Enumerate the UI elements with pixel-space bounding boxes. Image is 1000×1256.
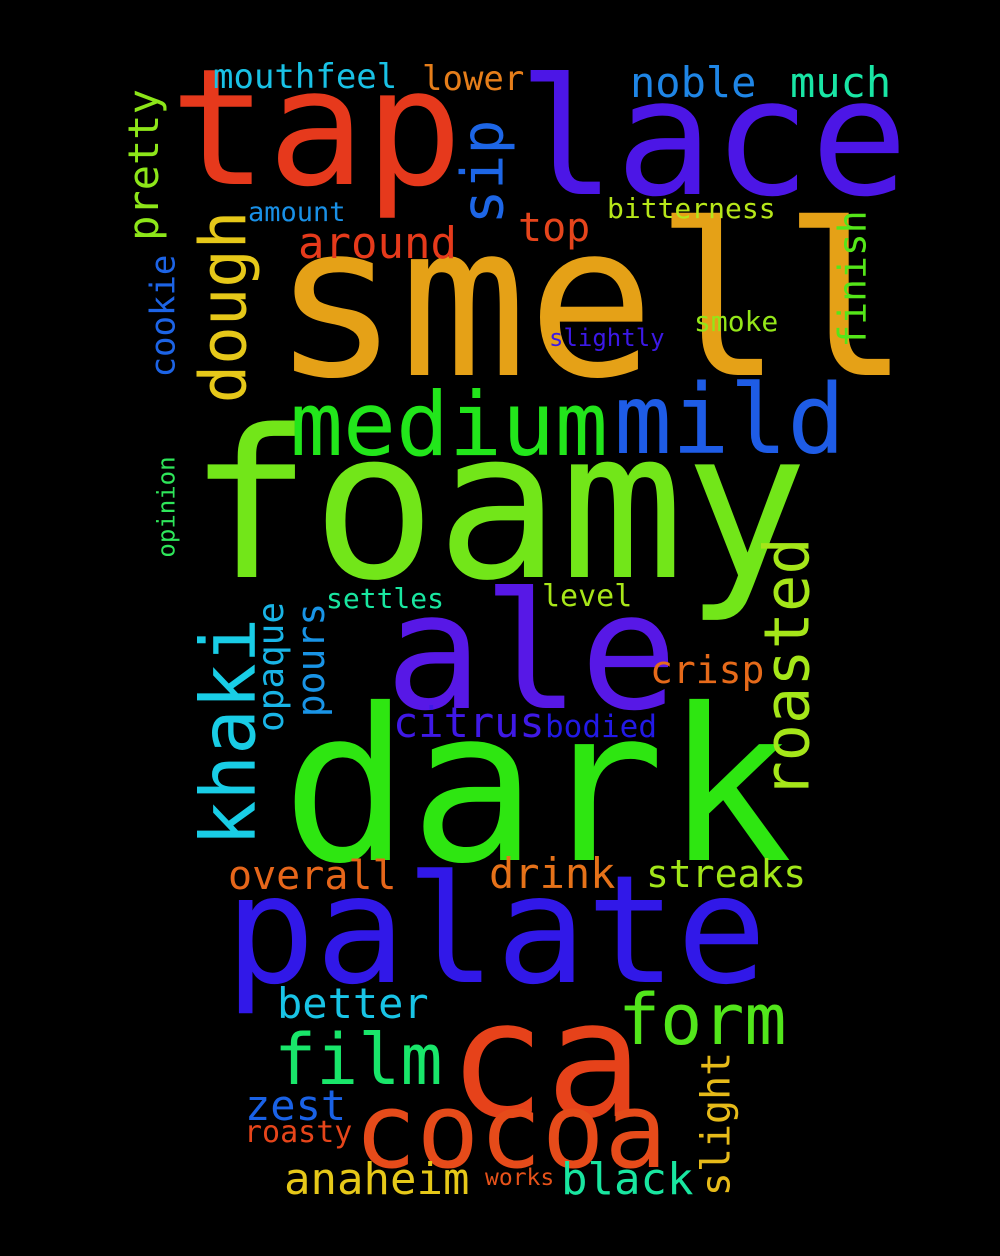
word-opaque: opaque (251, 601, 293, 733)
word-much: much (790, 58, 892, 107)
word-drink: drink (489, 849, 616, 898)
word-amount: amount (248, 197, 346, 228)
word-ale: ale (385, 559, 678, 747)
word-zest: zest (245, 1081, 347, 1130)
word-bodied: bodied (545, 709, 657, 745)
word-cocoa: cocoa (354, 1070, 668, 1192)
word-pretty: pretty (118, 89, 168, 241)
word-better: better (277, 979, 429, 1028)
word-mild: mild (614, 364, 846, 476)
word-roasty: roasty (244, 1115, 353, 1150)
word-bitterness: bitterness (607, 192, 776, 225)
word-settles: settles (326, 582, 445, 615)
word-overall: overall (228, 853, 397, 899)
word-pours: pours (289, 602, 334, 718)
word-lower: lower (422, 59, 525, 99)
word-works: works (485, 1165, 555, 1191)
word-lace: lace (518, 45, 909, 233)
word-form: form (618, 979, 787, 1061)
word-level: level (542, 579, 633, 614)
word-mouthfeel: mouthfeel (213, 57, 398, 97)
word-foamy: foamy (188, 386, 809, 626)
word-citrus: citrus (393, 698, 545, 747)
word-sip: sip (447, 119, 516, 225)
word-finish: finish (830, 210, 875, 348)
word-roasted: roasted (750, 537, 824, 799)
word-top: top (518, 205, 591, 251)
word-anaheim: anaheim (284, 1154, 470, 1205)
word-ca: ca (448, 967, 644, 1155)
word-slight: slight (692, 1051, 739, 1197)
word-smoke: smoke (694, 305, 779, 338)
word-medium: medium (290, 373, 608, 476)
word-dark: dark (282, 663, 793, 910)
word-palate: palate (225, 844, 767, 1018)
word-tap: tap (170, 35, 463, 223)
word-dough: dough (186, 210, 261, 404)
word-cookie: cookie (142, 254, 183, 378)
word-black: black (561, 1154, 694, 1205)
word-opinion: opinion (152, 456, 181, 558)
word-film: film (274, 1019, 443, 1101)
word-noble: noble (630, 58, 757, 107)
word-slightly: slightly (549, 324, 665, 352)
word-streaks: streaks (646, 852, 807, 896)
word-around: around (298, 218, 457, 269)
word-smell: smell (272, 178, 911, 425)
word-crisp: crisp (650, 648, 765, 692)
